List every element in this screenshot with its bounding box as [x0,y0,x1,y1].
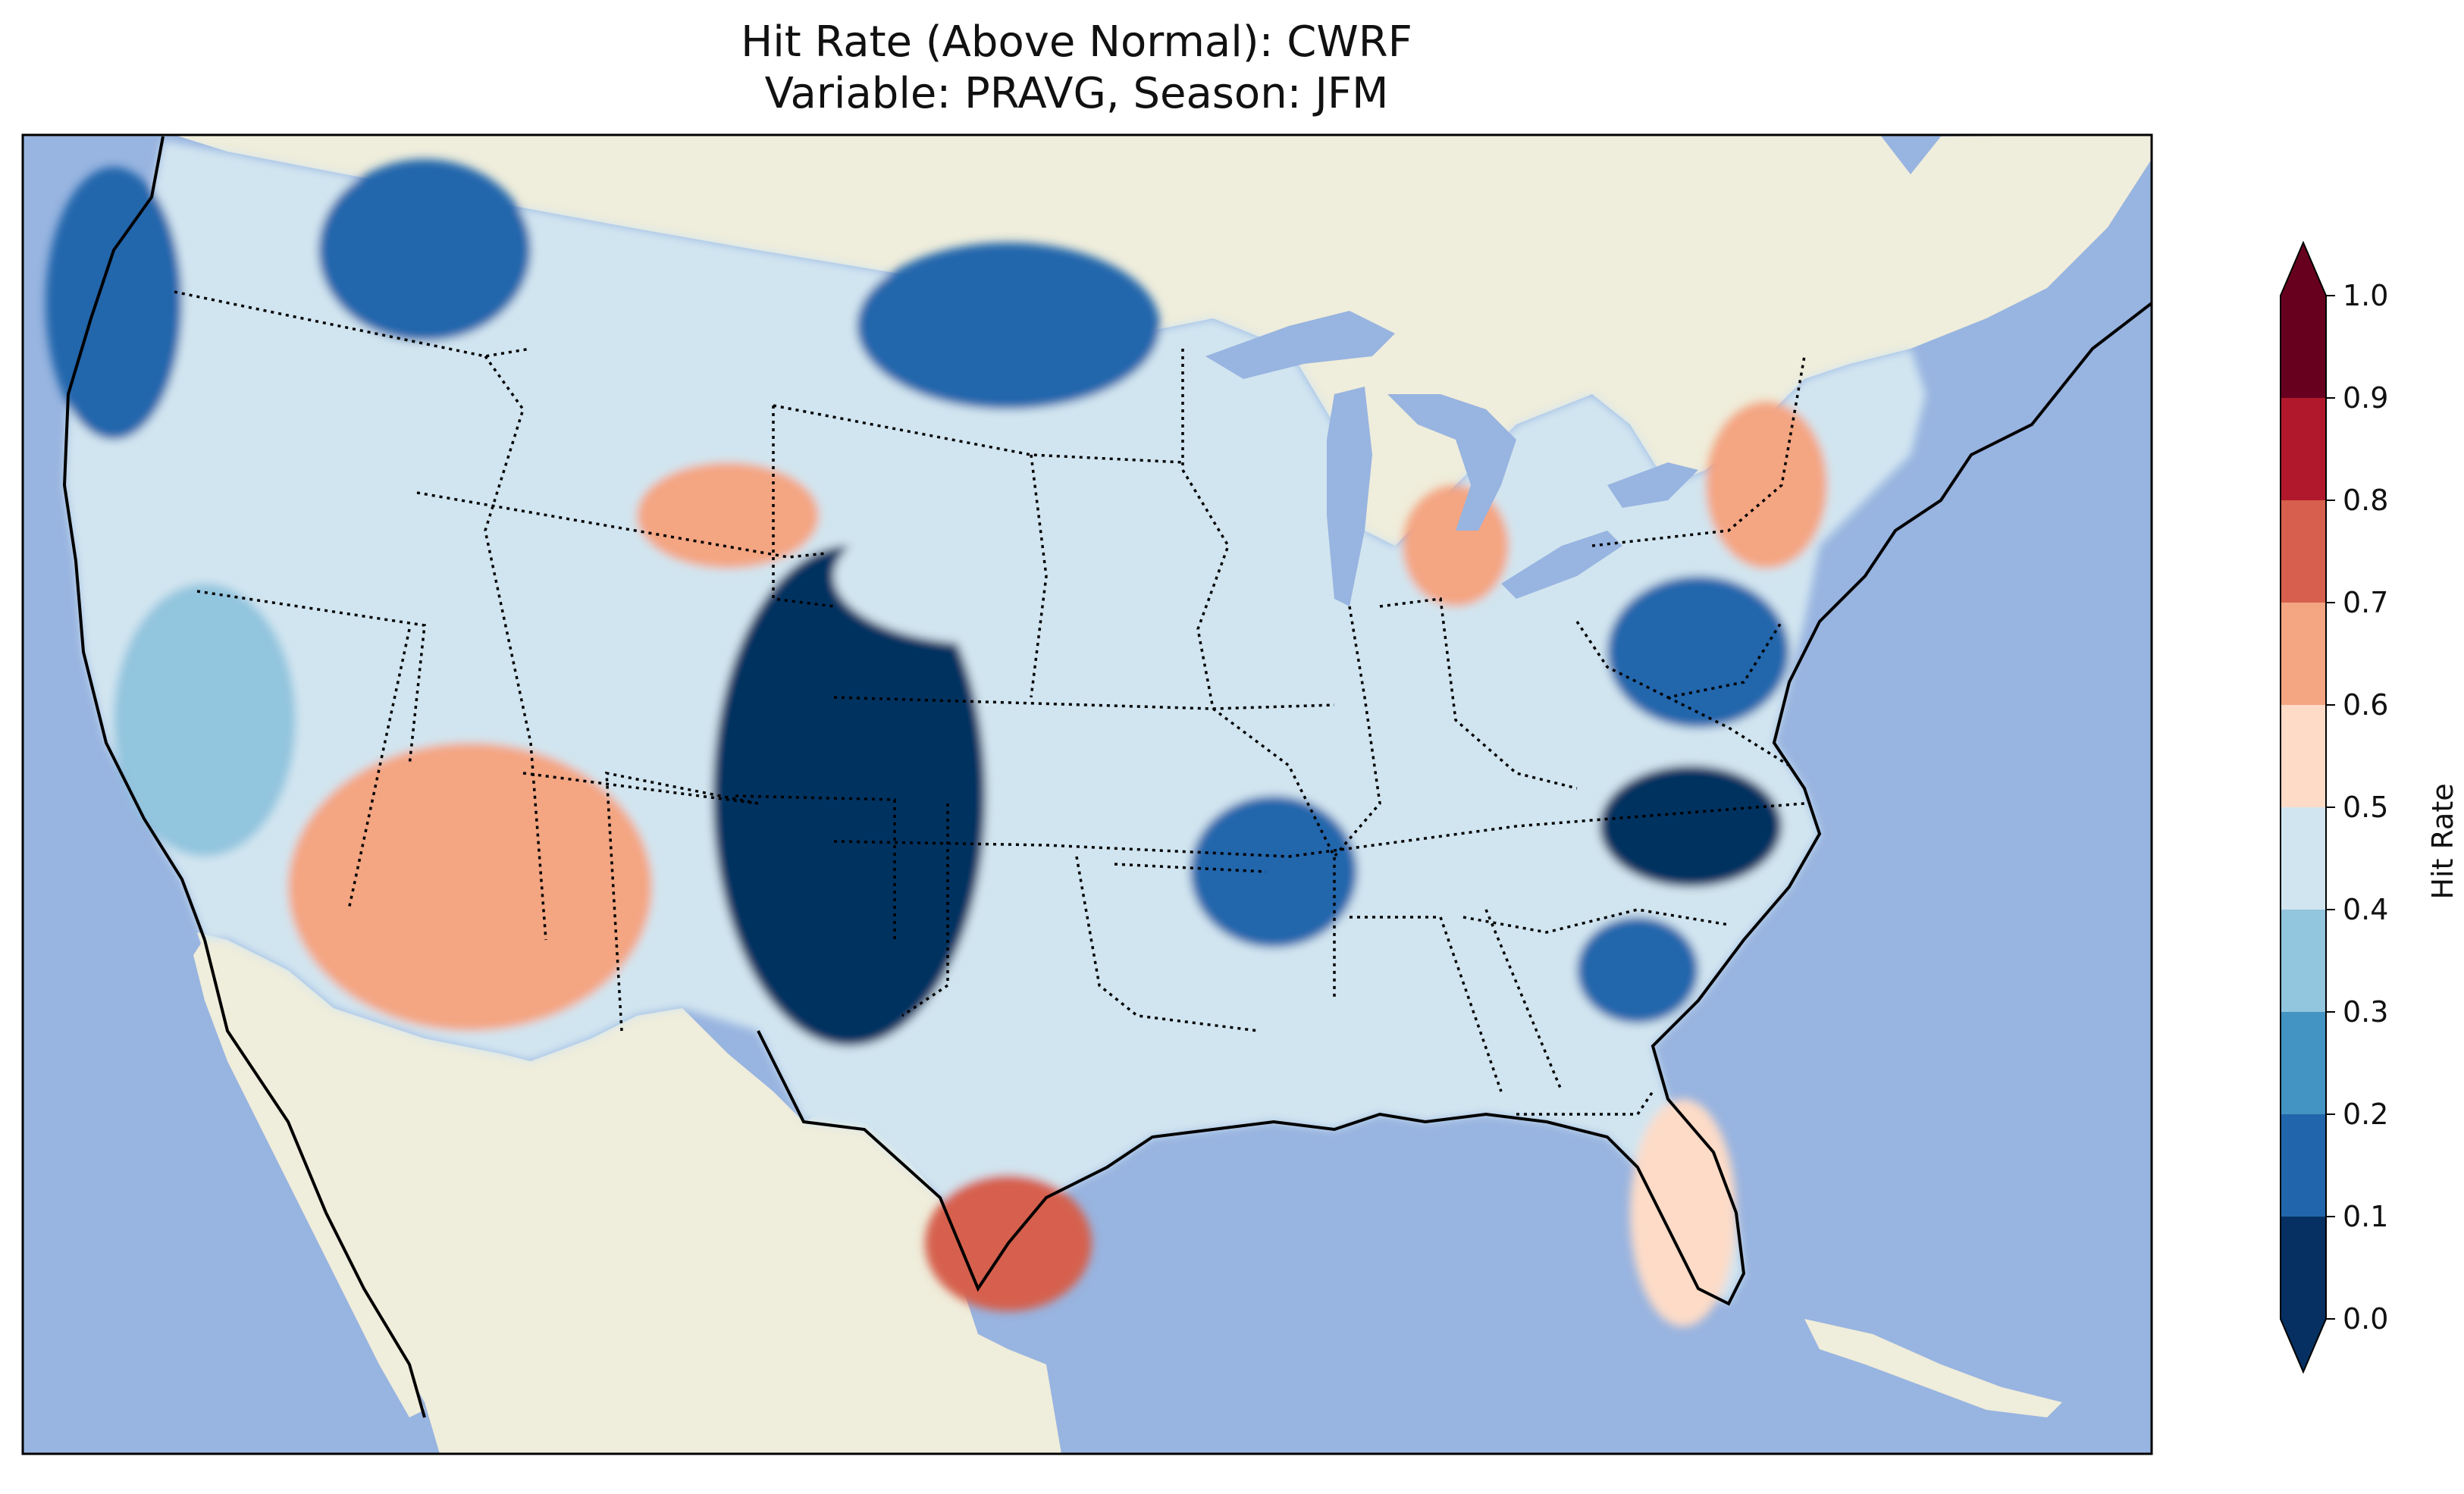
region-15 [114,584,296,857]
colorbar-tick-label: 0.1 [2343,1200,2388,1233]
region-4 [1190,796,1357,947]
colorbar-extend-max [2281,243,2326,296]
region-14 [834,508,1137,644]
colorbar-tick-label: 0.2 [2343,1098,2388,1131]
map-frame [21,133,2153,1455]
region-13 [1630,1099,1736,1326]
colorbar-tick-label: 0.7 [2343,586,2388,619]
region-1 [318,159,531,341]
colorbar-block [2281,807,2326,910]
colorbar-block [2281,1114,2326,1217]
region-2 [857,243,1160,409]
colorbar-tick-label: 0.0 [2343,1302,2388,1336]
colorbar-block [2281,296,2326,398]
colorbar-tick-label: 0.4 [2343,893,2388,926]
colorbar-block [2281,603,2326,705]
colorbar-block [2281,398,2326,500]
colorbar-block [2281,1217,2326,1319]
state-borders [174,290,1806,1116]
region-3 [713,546,986,1046]
colorbar-extend-min [2281,1319,2326,1372]
region-12 [1706,402,1827,568]
colorbar-blocks [2280,240,2327,1374]
region-0 [45,167,182,440]
colorbar-ticks: 0.0 0.1 0.2 0.3 0.4 0.5 0.6 0.7 0.8 0.9 1.0 [2326,279,2388,1336]
colorbar-tick-label: 1.0 [2343,279,2388,312]
mexico-land [197,932,1061,1454]
colorbar-label: Hit Rate [2426,783,2459,899]
baja-land [193,940,425,1417]
colorbar-block [2281,500,2326,603]
region-5 [1600,766,1782,887]
colorbar-block [2281,1012,2326,1114]
canada-land [174,135,2152,546]
colorbar-block [2281,910,2326,1012]
colorbar-tick-label: 0.9 [2343,381,2388,415]
colorbar-tick-label: 0.3 [2343,995,2388,1029]
region-6 [1607,576,1789,728]
map-subtitle: Variable: PRAVG, Season: JFM [764,69,1389,118]
great-lakes [1205,311,1698,606]
colorbar-block [2281,705,2326,807]
colorbar-tick-label: 0.6 [2343,688,2388,722]
region-8 [288,743,652,1031]
region-7 [1577,917,1698,1023]
colorbar-tick-label: 0.5 [2343,791,2388,824]
coastlines [62,136,2152,1418]
cuba-land [1804,1319,2062,1417]
map-title: Hit Rate (Above Normal): CWRF [741,17,1412,67]
hit-rate-field [45,140,1926,1326]
colorbar-tick-label: 0.8 [2343,484,2388,517]
